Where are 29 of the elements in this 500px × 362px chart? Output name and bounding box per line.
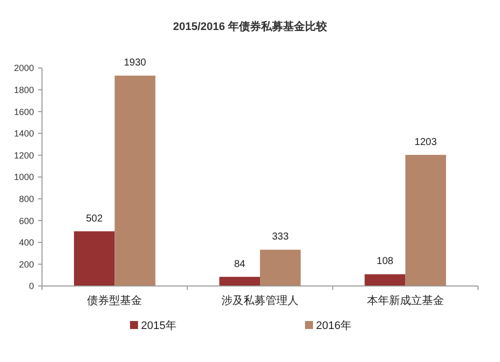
y-tick-label: 1200 (14, 150, 34, 160)
x-tick-label: 本年新成立基金 (366, 294, 444, 307)
y-tick-label: 2000 (14, 63, 34, 74)
data-label: 502 (86, 213, 104, 224)
y-tick-label: 600 (18, 216, 34, 226)
bar (364, 274, 406, 286)
y-tick-label: 400 (18, 238, 34, 248)
x-tick-label: 债券型基金 (87, 294, 142, 307)
bar (114, 76, 156, 286)
legend-label: 2015年 (141, 320, 176, 332)
y-tick-label: 0 (28, 281, 34, 292)
data-label: 108 (376, 256, 394, 268)
x-tick-label: 涉及私募管理人 (222, 294, 298, 307)
legend-label: 2016年 (316, 320, 352, 332)
data-label: 1203 (414, 136, 438, 148)
bar (219, 276, 260, 286)
bar (260, 250, 301, 286)
data-label: 84 (234, 258, 246, 270)
y-tick-label: 200 (18, 259, 34, 270)
data-label: 1930 (124, 58, 147, 69)
chart-title: 2015/2016 年债券私募基金比较 (172, 20, 328, 33)
data-label: 333 (272, 232, 290, 243)
bar (74, 231, 115, 286)
y-tick-label: 800 (18, 194, 34, 204)
bar (405, 154, 446, 286)
y-tick-label: 1400 (14, 128, 34, 139)
y-tick-label: 1800 (14, 84, 34, 95)
y-tick-label: 1000 (14, 172, 34, 182)
y-tick-label: 1600 (14, 106, 34, 117)
